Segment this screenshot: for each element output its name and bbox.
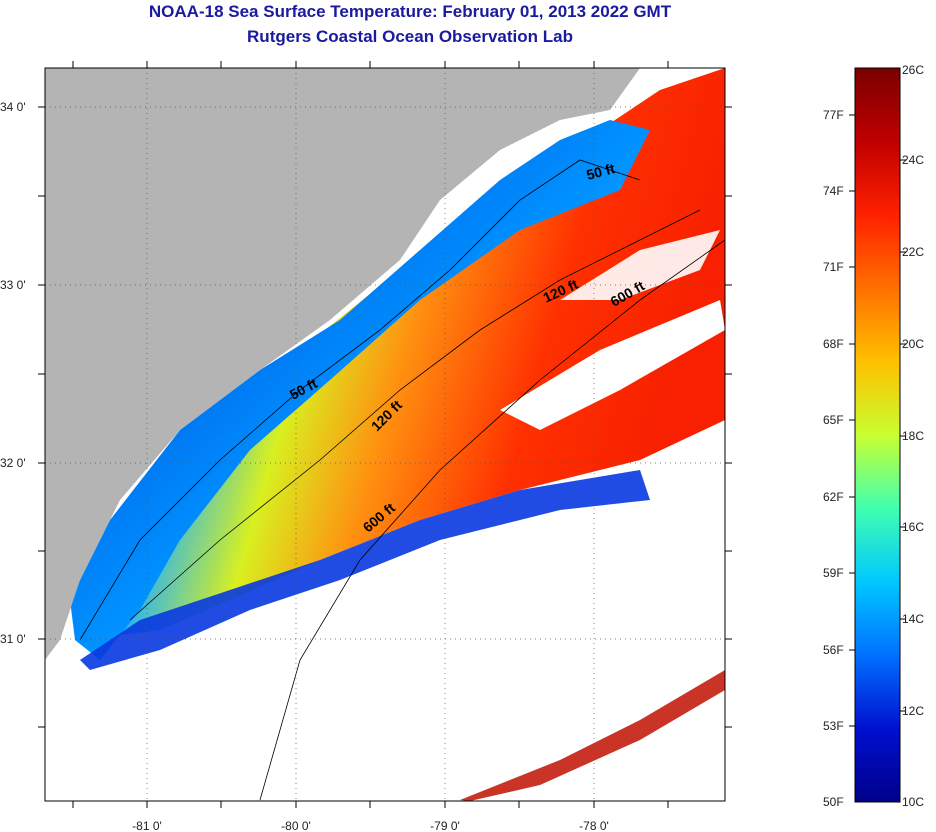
lon-label-79: -79 0' <box>430 819 460 832</box>
land-mass <box>45 68 640 660</box>
lat-label-33: 33 0' <box>0 278 26 292</box>
cb-f-74: 74F <box>823 184 844 198</box>
contour-600ft <box>259 239 725 801</box>
contour-120ft <box>129 209 701 621</box>
map-frame <box>44 67 726 802</box>
cold-shelf-water <box>70 120 650 660</box>
cb-c-10: 10C <box>902 795 924 809</box>
cb-f-65: 65F <box>823 413 844 427</box>
cb-f-53: 53F <box>823 719 844 733</box>
latitude-axis: 34 0' 33 0' 32 0' 31 0' <box>0 100 732 728</box>
map-area: 50 ft 50 ft 120 ft 120 ft 600 ft 600 ft <box>45 68 725 801</box>
cb-f-68: 68F <box>823 337 844 351</box>
cb-f-77: 77F <box>823 108 844 122</box>
southern-fringe <box>80 470 650 670</box>
cloud-patch <box>500 300 725 430</box>
map-title: NOAA-18 Sea Surface Temperature: Februar… <box>148 2 672 21</box>
cb-c-12: 12C <box>902 704 924 718</box>
cb-f-56: 56F <box>823 643 844 657</box>
graticule <box>45 68 725 801</box>
lon-label-80: -80 0' <box>281 819 311 832</box>
longitude-axis: -81 0' -80 0' -79 0' -78 0' <box>72 61 669 832</box>
lat-label-31: 31 0' <box>0 632 26 646</box>
cb-f-50: 50F <box>823 795 844 809</box>
contour-label-50ft-north: 50 ft <box>585 160 617 183</box>
colorbar: 77F 74F 71F 68F 65F 62F 59F 56F 53F 50F … <box>823 63 924 809</box>
lat-label-34: 34 0' <box>0 100 26 114</box>
cb-c-16: 16C <box>902 520 924 534</box>
cb-f-59: 59F <box>823 566 844 580</box>
cb-c-14: 14C <box>902 612 924 626</box>
cb-f-62: 62F <box>823 490 844 504</box>
cb-c-26: 26C <box>902 63 924 77</box>
cb-c-22: 22C <box>902 245 924 259</box>
cb-c-18: 18C <box>902 429 924 443</box>
cb-c-20: 20C <box>902 337 924 351</box>
cloud-patch-2 <box>560 230 720 300</box>
map-subtitle: Rutgers Coastal Ocean Observation Lab <box>247 27 573 46</box>
cb-f-71: 71F <box>823 260 844 274</box>
lon-label-78: -78 0' <box>579 819 609 832</box>
lon-label-81: -81 0' <box>132 819 162 832</box>
lat-label-32: 32 0' <box>0 456 26 470</box>
colorbar-gradient <box>854 67 901 803</box>
contour-50ft <box>79 159 641 641</box>
cb-c-24: 24C <box>902 153 924 167</box>
